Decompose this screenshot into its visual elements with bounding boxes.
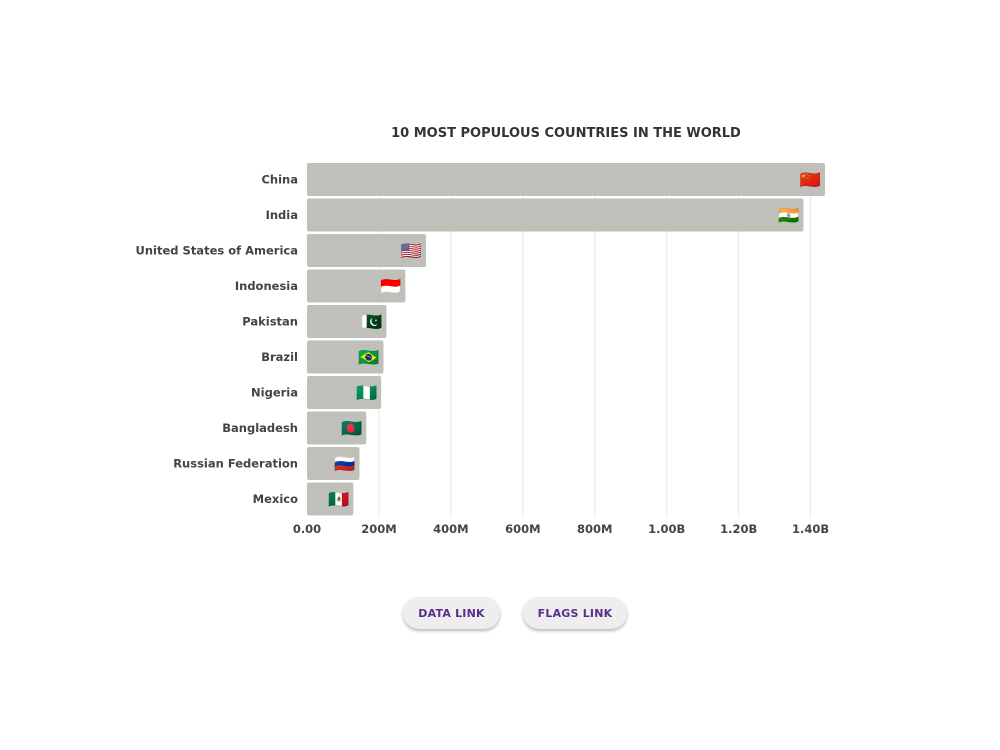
flag-icon: 🇨🇳 [800, 171, 821, 191]
x-tick-label: 600M [505, 522, 540, 536]
x-axis-ticks: 0.00 200M 400M 600M 800M 1.00B 1.20B 1.40B [293, 522, 829, 536]
x-tick-label: 1.40B [792, 522, 829, 536]
category-label: Indonesia [235, 279, 298, 293]
chart: 10 MOST POPULOUS COUNTRIES IN THE WORLD … [136, 126, 830, 536]
category-label: Bangladesh [222, 421, 298, 435]
link-buttons: DATA LINK FLAGS LINK [0, 597, 1000, 631]
x-tick-label: 1.00B [648, 522, 685, 536]
category-label: United States of America [136, 244, 298, 258]
flag-icon: 🇺🇸 [401, 242, 422, 262]
category-label: Brazil [261, 350, 298, 364]
category-labels: China India United States of America Indone… [136, 173, 299, 507]
bar [307, 269, 406, 303]
bar [307, 376, 382, 409]
bar [307, 305, 387, 338]
flag-icon: 🇧🇩 [341, 419, 362, 439]
bar [307, 482, 354, 516]
chart-title: 10 MOST POPULOUS COUNTRIES IN THE WORLD [391, 126, 741, 141]
flag-icon: 🇵🇰 [361, 313, 382, 333]
bar [307, 340, 384, 374]
flag-icon: 🇮🇩 [380, 277, 401, 297]
bar [307, 163, 825, 196]
data-link-button[interactable]: DATA LINK [403, 597, 500, 629]
category-label: Mexico [253, 492, 298, 506]
x-tick-label: 0.00 [293, 522, 321, 536]
flags-link-button[interactable]: FLAGS LINK [523, 597, 627, 629]
x-tick-label: 200M [361, 522, 396, 536]
flag-icon: 🇷🇺 [334, 455, 355, 475]
flag-icon: 🇧🇷 [358, 348, 379, 368]
flag-icon: 🇳🇬 [356, 384, 377, 404]
x-tick-label: 400M [433, 522, 468, 536]
bar [307, 447, 360, 480]
bars: 🇨🇳🇮🇳 🇺🇸🇮🇩 🇵🇰 🇧🇷 🇳🇬 🇧🇩 🇷🇺 🇲🇽 [307, 163, 825, 516]
bar [307, 198, 804, 232]
category-label: Nigeria [251, 386, 298, 400]
category-label: Pakistan [242, 315, 298, 329]
x-tick-label: 800M [577, 522, 612, 536]
category-label: China [261, 173, 298, 187]
bar [307, 234, 427, 267]
bar [307, 411, 367, 445]
flag-icon: 🇮🇳 [778, 206, 799, 226]
x-tick-label: 1.20B [720, 522, 757, 536]
flag-icon: 🇲🇽 [328, 490, 349, 510]
category-label: Russian Federation [173, 457, 298, 471]
category-label: India [266, 208, 298, 222]
